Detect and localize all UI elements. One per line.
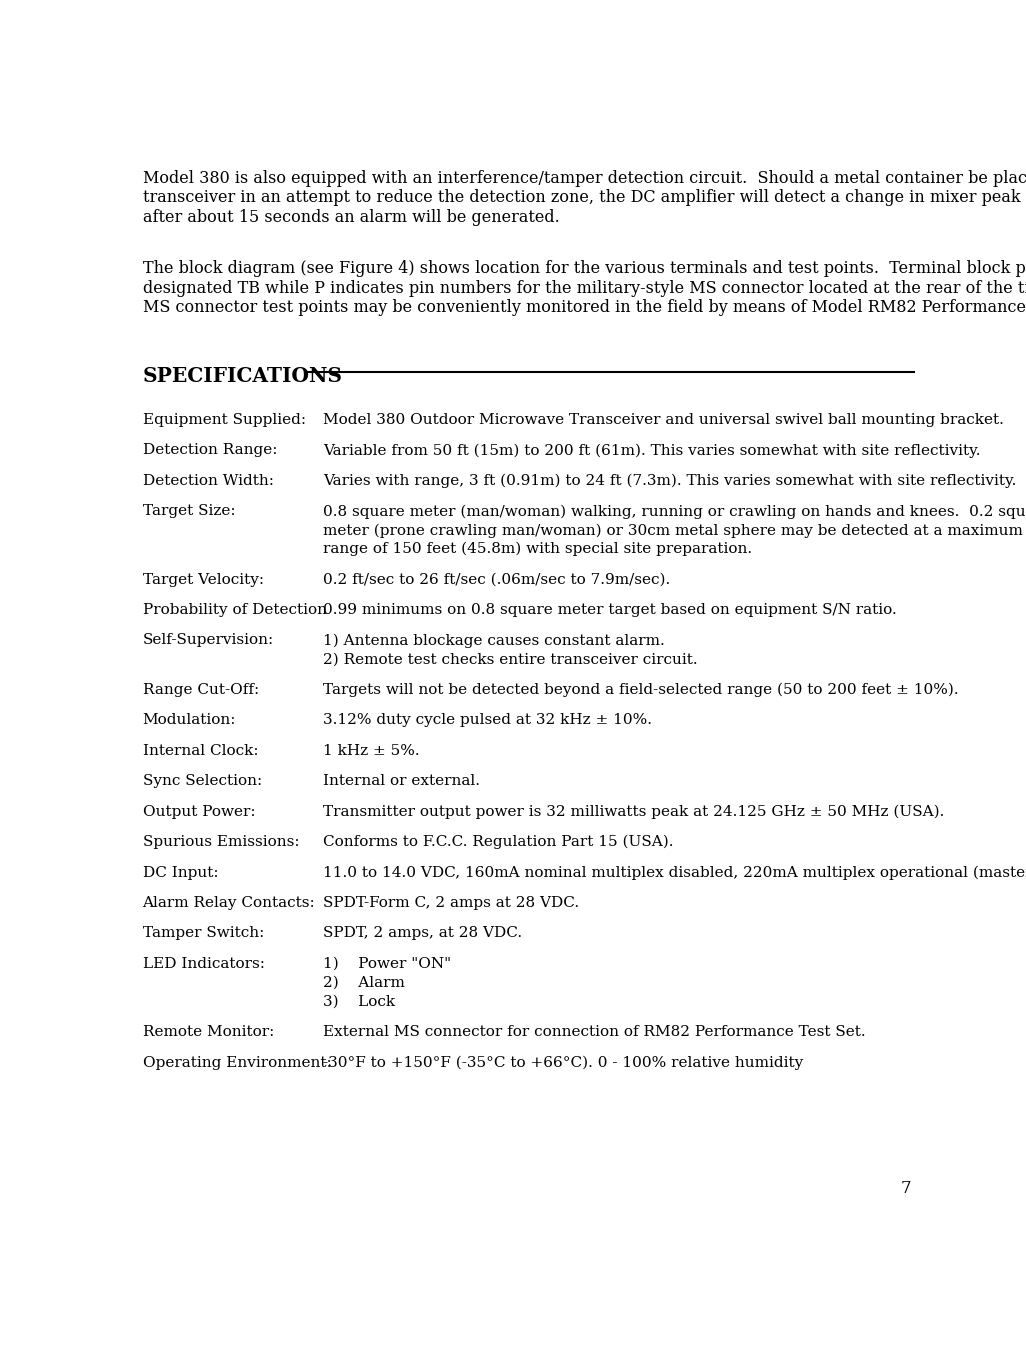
Text: range of 150 feet (45.8m) with special site preparation.: range of 150 feet (45.8m) with special s… — [323, 542, 752, 556]
Text: External MS connector for connection of RM82 Performance Test Set.: External MS connector for connection of … — [323, 1025, 866, 1040]
Text: Sync Selection:: Sync Selection: — [143, 774, 262, 788]
Text: 0.2 ft/sec to 26 ft/sec (.06m/sec to 7.9m/sec).: 0.2 ft/sec to 26 ft/sec (.06m/sec to 7.9… — [323, 573, 670, 586]
Text: 0.99 minimums on 0.8 square meter target based on equipment S/N ratio.: 0.99 minimums on 0.8 square meter target… — [323, 603, 897, 617]
Text: Probability of Detection: Probability of Detection — [143, 603, 326, 617]
Text: Targets will not be detected beyond a field-selected range (50 to 200 feet ± 10%: Targets will not be detected beyond a fi… — [323, 682, 958, 697]
Text: 3.12% duty cycle pulsed at 32 kHz ± 10%.: 3.12% duty cycle pulsed at 32 kHz ± 10%. — [323, 714, 653, 727]
Text: meter (prone crawling man/woman) or 30cm metal sphere may be detected at a maxim: meter (prone crawling man/woman) or 30cm… — [323, 523, 1023, 538]
Text: Remote Monitor:: Remote Monitor: — [143, 1025, 274, 1040]
Text: Output Power:: Output Power: — [143, 804, 255, 819]
Text: Detection Width:: Detection Width: — [143, 474, 274, 487]
Text: Tamper Switch:: Tamper Switch: — [143, 926, 264, 941]
Text: 2)    Alarm: 2) Alarm — [323, 976, 405, 990]
Text: Self-Supervision:: Self-Supervision: — [143, 634, 274, 647]
Text: Modulation:: Modulation: — [143, 714, 236, 727]
Text: SPECIFICATIONS: SPECIFICATIONS — [143, 366, 343, 386]
Text: Range Cut-Off:: Range Cut-Off: — [143, 682, 259, 697]
Text: Model 380 Outdoor Microwave Transceiver and universal swivel ball mounting brack: Model 380 Outdoor Microwave Transceiver … — [323, 413, 1003, 427]
Text: 1) Antenna blockage causes constant alarm.: 1) Antenna blockage causes constant alar… — [323, 634, 665, 647]
Text: 1)    Power "ON": 1) Power "ON" — [323, 957, 451, 971]
Text: Variable from 50 ft (15m) to 200 ft (61m). This varies somewhat with site reflec: Variable from 50 ft (15m) to 200 ft (61m… — [323, 443, 981, 458]
Text: 3)    Lock: 3) Lock — [323, 995, 395, 1009]
Text: Internal Clock:: Internal Clock: — [143, 743, 259, 758]
Text: -30°F to +150°F (-35°C to +66°C). 0 - 100% relative humidity: -30°F to +150°F (-35°C to +66°C). 0 - 10… — [323, 1056, 803, 1070]
Text: SPDT-Form C, 2 amps at 28 VDC.: SPDT-Form C, 2 amps at 28 VDC. — [323, 896, 580, 910]
Text: Model 380 is also equipped with an interference/tamper detection circuit.  Shoul: Model 380 is also equipped with an inter… — [143, 169, 1026, 187]
Text: 7: 7 — [901, 1179, 911, 1197]
Text: MS connector test points may be conveniently monitored in the field by means of : MS connector test points may be convenie… — [143, 299, 1026, 315]
Text: Detection Range:: Detection Range: — [143, 443, 277, 458]
Text: 0.8 square meter (man/woman) walking, running or crawling on hands and knees.  0: 0.8 square meter (man/woman) walking, ru… — [323, 504, 1026, 519]
Text: LED Indicators:: LED Indicators: — [143, 957, 265, 971]
Text: SPDT, 2 amps, at 28 VDC.: SPDT, 2 amps, at 28 VDC. — [323, 926, 522, 941]
Text: Equipment Supplied:: Equipment Supplied: — [143, 413, 306, 427]
Text: Internal or external.: Internal or external. — [323, 774, 480, 788]
Text: The block diagram (see Figure 4) shows location for the various terminals and te: The block diagram (see Figure 4) shows l… — [143, 260, 1026, 278]
Text: Conforms to F.C.C. Regulation Part 15 (USA).: Conforms to F.C.C. Regulation Part 15 (U… — [323, 835, 673, 849]
Text: 1 kHz ± 5%.: 1 kHz ± 5%. — [323, 743, 420, 758]
Text: 11.0 to 14.0 VDC, 160mA nominal multiplex disabled, 220mA multiplex operational : 11.0 to 14.0 VDC, 160mA nominal multiple… — [323, 865, 1026, 880]
Text: Transmitter output power is 32 milliwatts peak at 24.125 GHz ± 50 MHz (USA).: Transmitter output power is 32 milliwatt… — [323, 804, 945, 819]
Text: Operating Environment:: Operating Environment: — [143, 1056, 331, 1070]
Text: Alarm Relay Contacts:: Alarm Relay Contacts: — [143, 896, 315, 910]
Text: DC Input:: DC Input: — [143, 865, 219, 880]
Text: Target Velocity:: Target Velocity: — [143, 573, 264, 586]
Text: Target Size:: Target Size: — [143, 504, 235, 519]
Text: transceiver in an attempt to reduce the detection zone, the DC amplifier will de: transceiver in an attempt to reduce the … — [143, 190, 1026, 206]
Text: Varies with range, 3 ft (0.91m) to 24 ft (7.3m). This varies somewhat with site : Varies with range, 3 ft (0.91m) to 24 ft… — [323, 474, 1017, 487]
Text: 2) Remote test checks entire transceiver circuit.: 2) Remote test checks entire transceiver… — [323, 653, 698, 666]
Text: after about 15 seconds an alarm will be generated.: after about 15 seconds an alarm will be … — [143, 209, 559, 226]
Text: designated TB while P indicates pin numbers for the military-style MS connector : designated TB while P indicates pin numb… — [143, 279, 1026, 297]
Text: Spurious Emissions:: Spurious Emissions: — [143, 835, 300, 849]
